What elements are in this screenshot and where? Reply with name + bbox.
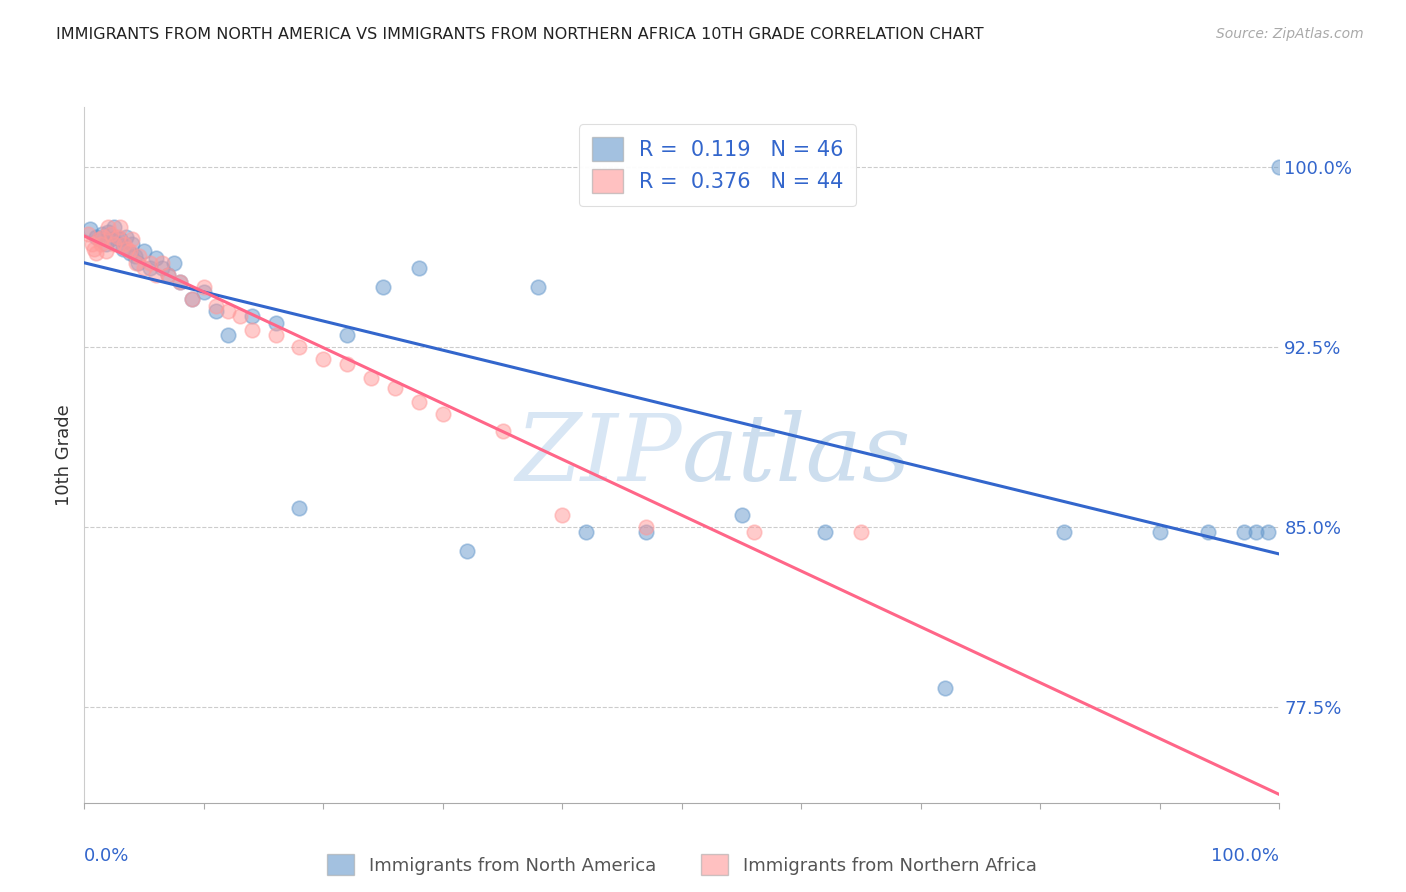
Point	[97, 225, 120, 239]
Point	[128, 249, 150, 263]
Point	[336, 357, 359, 371]
Point	[742, 524, 765, 539]
Point	[217, 328, 239, 343]
Point	[551, 508, 574, 522]
Point	[93, 229, 115, 244]
Point	[288, 340, 311, 354]
Point	[264, 328, 287, 343]
Point	[181, 292, 204, 306]
Point	[87, 232, 110, 246]
Point	[288, 500, 311, 515]
Point	[492, 424, 515, 438]
Text: 100.0%: 100.0%	[1212, 847, 1279, 864]
Point	[193, 280, 215, 294]
Point	[408, 395, 430, 409]
Point	[373, 280, 395, 294]
Point	[851, 524, 873, 539]
Point	[408, 260, 430, 275]
Text: 0.0%: 0.0%	[84, 847, 129, 864]
Point	[103, 236, 125, 251]
Point	[731, 508, 754, 522]
Point	[100, 227, 122, 242]
Point	[1233, 524, 1256, 539]
Point	[157, 268, 180, 282]
Point	[111, 242, 134, 256]
Point	[115, 229, 138, 244]
Point	[91, 227, 114, 242]
Text: ZIP: ZIP	[515, 410, 682, 500]
Point	[118, 244, 141, 258]
Point	[77, 227, 100, 242]
Point	[107, 229, 129, 244]
Point	[150, 260, 173, 275]
Point	[312, 351, 335, 366]
Point	[1244, 524, 1267, 539]
Point	[110, 232, 132, 246]
Point	[360, 371, 382, 385]
Point	[121, 236, 143, 251]
Point	[118, 246, 141, 260]
Point	[145, 268, 167, 282]
Point	[94, 244, 117, 258]
Point	[132, 244, 156, 258]
Point	[456, 544, 478, 558]
Point	[163, 256, 186, 270]
Point	[527, 280, 550, 294]
Point	[139, 260, 162, 275]
Point	[125, 256, 148, 270]
Point	[121, 232, 143, 246]
Point	[1257, 524, 1279, 539]
Point	[124, 249, 146, 263]
Point	[107, 236, 129, 251]
Point	[229, 309, 252, 323]
Point	[1268, 160, 1291, 174]
Point	[1149, 524, 1171, 539]
Point	[117, 242, 139, 256]
Point	[86, 229, 108, 244]
Text: atlas: atlas	[682, 410, 911, 500]
Point	[139, 256, 162, 270]
Point	[110, 219, 132, 234]
Point	[205, 299, 228, 313]
Point	[157, 268, 180, 282]
Point	[636, 524, 658, 539]
Point	[83, 242, 105, 256]
Point	[336, 328, 359, 343]
Point	[432, 407, 454, 421]
Point	[132, 260, 156, 275]
Point	[384, 381, 406, 395]
Y-axis label: 10th Grade: 10th Grade	[55, 404, 73, 506]
Point	[193, 285, 215, 299]
Point	[1197, 524, 1219, 539]
Point	[636, 520, 658, 534]
Point	[145, 251, 167, 265]
Point	[112, 236, 135, 251]
Point	[127, 256, 149, 270]
Point	[100, 232, 122, 246]
Point	[80, 236, 103, 251]
Point	[150, 256, 173, 270]
Point	[79, 222, 101, 236]
Text: Source: ZipAtlas.com: Source: ZipAtlas.com	[1216, 27, 1364, 41]
Point	[94, 236, 117, 251]
Point	[86, 246, 108, 260]
Point	[181, 292, 204, 306]
Point	[103, 219, 125, 234]
Point	[264, 316, 287, 330]
Point	[1053, 524, 1076, 539]
Point	[240, 309, 263, 323]
Point	[97, 219, 120, 234]
Point	[217, 304, 239, 318]
Text: IMMIGRANTS FROM NORTH AMERICA VS IMMIGRANTS FROM NORTHERN AFRICA 10TH GRADE CORR: IMMIGRANTS FROM NORTH AMERICA VS IMMIGRA…	[56, 27, 984, 42]
Point	[814, 524, 837, 539]
Point	[169, 275, 191, 289]
Point	[169, 275, 191, 289]
Legend: Immigrants from North America, Immigrants from Northern Africa: Immigrants from North America, Immigrant…	[318, 846, 1046, 884]
Point	[205, 304, 228, 318]
Point	[240, 323, 263, 337]
Point	[90, 236, 112, 251]
Point	[575, 524, 598, 539]
Point	[934, 681, 956, 695]
